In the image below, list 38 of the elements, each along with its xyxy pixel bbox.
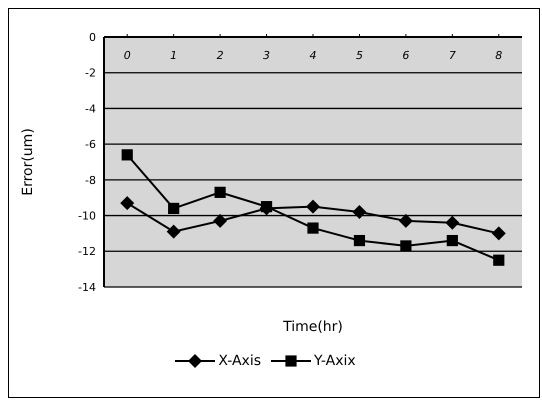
y-tick-label: 0 [89, 30, 96, 44]
x-tick-label: 0 [124, 49, 131, 62]
point [445, 216, 460, 230]
point [166, 224, 181, 239]
point [307, 222, 319, 234]
point [306, 200, 320, 214]
y-tick-label: -2 [85, 66, 96, 80]
point [492, 226, 506, 240]
point [120, 196, 134, 210]
legend-label: X-Axis [218, 353, 261, 369]
y-axis-title: Error(um) [20, 128, 36, 196]
y-tick-label: -10 [78, 209, 96, 222]
point [260, 201, 272, 212]
y-tick-label: -8 [85, 174, 96, 187]
point [493, 254, 504, 266]
x-tick-label: 4 [310, 49, 316, 62]
x-tick-label: 1 [170, 49, 178, 62]
x-tick-label: 6 [402, 49, 410, 62]
y-tick-label: -14 [78, 280, 96, 294]
x-tick-label: 7 [448, 49, 456, 62]
point [446, 234, 458, 246]
x-tick-label: 2 [216, 49, 224, 62]
y-tick-label: -4 [85, 102, 96, 116]
point [354, 234, 366, 246]
y-tick-label: -12 [78, 245, 96, 258]
point [352, 205, 366, 219]
legend-label: Y-Axix [314, 353, 356, 369]
x-axis-title: Time(hr) [282, 319, 344, 335]
x-tick-label: 8 [495, 49, 502, 62]
x-tick-label: 3 [263, 49, 270, 62]
point [398, 214, 413, 228]
point [122, 149, 133, 160]
point [400, 240, 412, 252]
x-tick-label: 5 [356, 49, 363, 62]
point [214, 186, 226, 198]
point [168, 202, 180, 214]
y-tick-label: -6 [85, 138, 96, 152]
point [213, 214, 228, 228]
